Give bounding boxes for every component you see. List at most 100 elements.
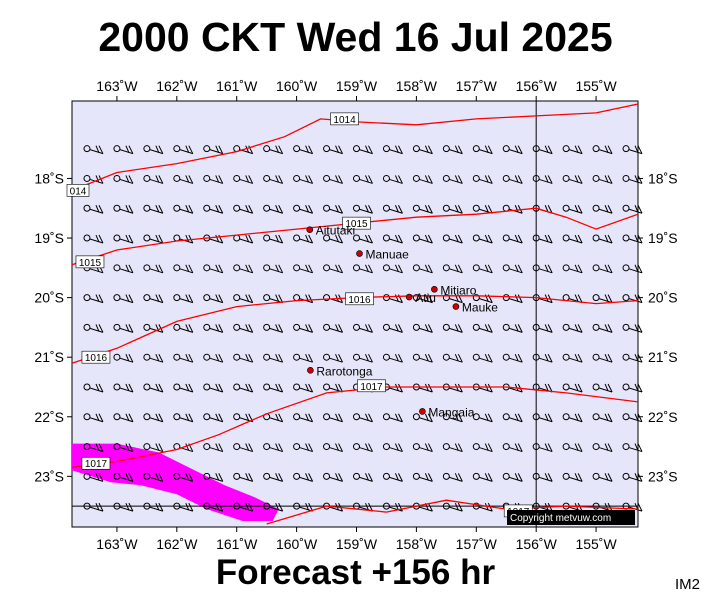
wind-barb-flag bbox=[248, 175, 254, 184]
isobar-label-box bbox=[345, 292, 374, 306]
wind-barb bbox=[502, 472, 523, 482]
wind-barb-flag bbox=[547, 443, 553, 452]
wind-barb-flag bbox=[547, 413, 553, 422]
wind-barb-flag bbox=[98, 205, 104, 214]
wind-barb-flag bbox=[394, 473, 399, 481]
wind-barb-flag bbox=[607, 294, 613, 303]
wind-barb-shaft bbox=[119, 417, 134, 423]
wind-barb bbox=[502, 294, 523, 304]
wind-barb-station bbox=[532, 472, 540, 480]
wind-barb-station bbox=[263, 264, 271, 272]
wind-barb-station bbox=[293, 353, 301, 361]
wind-barb-shaft bbox=[628, 476, 643, 482]
wind-barb-flag bbox=[278, 353, 284, 363]
wind-barb-shaft bbox=[179, 208, 193, 214]
wind-barb-flag bbox=[424, 473, 429, 481]
wind-barb-flag bbox=[574, 473, 579, 481]
wind-barb-shaft bbox=[628, 238, 643, 244]
wind-barb bbox=[83, 323, 104, 333]
wind-barb-flag bbox=[278, 413, 284, 422]
wind-barb-flag bbox=[484, 413, 489, 421]
wind-barb bbox=[352, 353, 373, 363]
wind-barb-shaft bbox=[419, 268, 433, 274]
wind-barb-station bbox=[293, 502, 301, 510]
wind-barb-flag bbox=[335, 324, 340, 332]
wind-barb-flag bbox=[158, 234, 164, 244]
wind-barb bbox=[83, 472, 104, 482]
wind-barb-flag bbox=[574, 383, 579, 392]
wind-barb-flag bbox=[424, 443, 429, 451]
wind-barb-flag bbox=[514, 264, 519, 273]
wind-barb bbox=[113, 234, 134, 244]
wind-barb-shaft bbox=[449, 178, 463, 184]
wind-barb-flag bbox=[215, 264, 220, 273]
wind-barb-shaft bbox=[269, 506, 283, 512]
wind-barb-station bbox=[622, 472, 630, 480]
wind-barb-station bbox=[562, 383, 570, 391]
wind-barb bbox=[83, 234, 104, 244]
wind-barb-station bbox=[442, 502, 450, 510]
wind-barb bbox=[173, 323, 194, 333]
wind-barb-shaft bbox=[509, 417, 523, 423]
wind-barb-shaft bbox=[329, 357, 343, 363]
wind-barb-flag bbox=[397, 383, 403, 393]
wind-barb-station bbox=[113, 294, 121, 302]
wind-barb bbox=[233, 472, 254, 482]
wind-barb-flag bbox=[278, 205, 284, 214]
wind-barb-station bbox=[323, 472, 331, 480]
wind-barb-flag bbox=[308, 324, 314, 333]
wind-barb-station bbox=[293, 234, 301, 242]
wind-barb bbox=[592, 204, 613, 214]
wind-barb-shaft bbox=[149, 298, 164, 304]
wind-barb-station bbox=[293, 264, 301, 272]
wind-barb bbox=[173, 264, 194, 274]
wind-barb-flag bbox=[517, 413, 523, 422]
wind-barb-flag bbox=[308, 145, 314, 154]
wind-barb-flag bbox=[128, 473, 134, 482]
wind-barb bbox=[143, 383, 164, 393]
wind-barb-flag bbox=[338, 383, 343, 393]
wind-barb-station bbox=[562, 234, 570, 242]
wind-barb-shaft bbox=[149, 387, 164, 393]
wind-barb-station bbox=[233, 174, 241, 182]
wind-barb-flag bbox=[607, 175, 613, 184]
wind-barb-station bbox=[263, 443, 271, 451]
wind-barb-flag bbox=[544, 145, 549, 153]
wind-barb-flag bbox=[454, 443, 459, 451]
wind-barb-shaft bbox=[299, 357, 313, 363]
wind-barb-shaft bbox=[149, 476, 164, 482]
wind-barb-station bbox=[203, 443, 211, 451]
wind-barb-shaft bbox=[179, 387, 193, 393]
wind-barb-shaft bbox=[299, 476, 313, 482]
wind-barb-station bbox=[83, 294, 91, 302]
wind-barb-shaft bbox=[449, 417, 463, 423]
wind-barb-shaft bbox=[149, 417, 164, 423]
wind-barb-flag bbox=[514, 353, 519, 362]
wind-barb bbox=[83, 204, 104, 214]
wind-barb-station bbox=[293, 204, 301, 212]
wind-barb-flag bbox=[487, 175, 493, 184]
wind-barb-station bbox=[472, 413, 480, 421]
wind-barb-shaft bbox=[359, 417, 373, 423]
wind-barb-station bbox=[352, 443, 360, 451]
forecast-hour-label: Forecast +156 hr bbox=[215, 553, 496, 592]
wind-barb-shaft bbox=[89, 268, 104, 274]
wind-barb-flag bbox=[514, 145, 519, 153]
wind-barb-shaft bbox=[598, 268, 613, 274]
wind-barb-flag bbox=[607, 413, 613, 422]
wind-barb-flag bbox=[577, 234, 583, 244]
wind-barb-flag bbox=[335, 473, 340, 481]
wind-barb-shaft bbox=[598, 178, 613, 184]
lat-tick-label-right: 19˚S bbox=[648, 230, 678, 246]
wind-barb-shaft bbox=[209, 298, 223, 304]
lat-tick-label-right: 21˚S bbox=[648, 349, 678, 365]
wind-barb-station bbox=[323, 145, 331, 153]
wind-barb-flag bbox=[218, 413, 224, 422]
wind-barb-station bbox=[173, 294, 181, 302]
wind-barb-shaft bbox=[628, 387, 643, 393]
wind-barb-station bbox=[203, 204, 211, 212]
isobar-label-box bbox=[81, 350, 111, 364]
wind-barb-shaft bbox=[209, 447, 223, 453]
wind-barb-flag bbox=[338, 473, 343, 482]
wind-barb bbox=[562, 234, 583, 244]
